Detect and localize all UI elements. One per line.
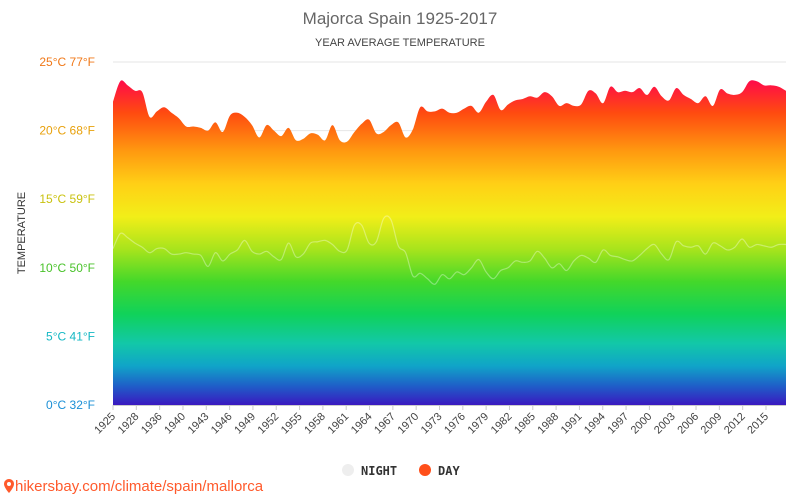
legend: NIGHT DAY [342, 464, 460, 478]
x-tick-label: 1976 [442, 411, 468, 437]
y-tick-label: 5°C 41°F [46, 329, 95, 343]
y-tick-label: 0°C 32°F [46, 398, 95, 412]
x-tick-label: 1970 [396, 411, 422, 437]
x-tick-label: 1958 [302, 411, 328, 437]
x-tick-labels: 1925192819361940194319461949195219551958… [92, 405, 771, 436]
y-tick-label: 25°C 77°F [39, 55, 95, 69]
y-axis-label: TEMPERATURE [16, 192, 28, 274]
x-tick-label: 2000 [629, 411, 655, 437]
map-pin-icon [4, 479, 14, 493]
x-tick-label: 1928 [116, 411, 142, 437]
x-tick-label: 1943 [186, 411, 212, 437]
x-tick-label: 2009 [699, 411, 725, 437]
legend-day-marker [419, 464, 431, 476]
y-tick-labels: 0°C 32°F 5°C 41°F 10°C 50°F 15°C 59°F 20°C 6… [39, 55, 95, 412]
x-tick-label: 2012 [722, 411, 748, 437]
footer-link[interactable]: hikersbay.com/climate/spain/mallorca [4, 478, 263, 495]
x-tick-label: 1946 [209, 411, 235, 437]
x-tick-label: 1940 [162, 411, 188, 437]
x-tick-label: 2015 [745, 411, 771, 437]
y-tick-label: 20°C 68°F [39, 124, 95, 138]
night-line [112, 215, 787, 285]
chart-subtitle: YEAR AVERAGE TEMPERATURE [315, 37, 485, 49]
x-tick-label: 1952 [256, 411, 282, 437]
x-tick-label: 1982 [489, 411, 515, 437]
x-tick-label: 1979 [465, 411, 491, 437]
day-area [113, 80, 786, 406]
y-tick-label: 10°C 50°F [39, 261, 95, 275]
x-tick-label: 2006 [675, 411, 701, 437]
x-tick-label: 1997 [605, 411, 631, 437]
x-tick-label: 1988 [535, 411, 561, 437]
x-tick-label: 1925 [92, 411, 118, 437]
legend-night-label: NIGHT [361, 464, 397, 478]
x-tick-label: 1955 [279, 411, 305, 437]
y-tick-label: 15°C 59°F [39, 192, 95, 206]
legend-item-night[interactable]: NIGHT [342, 464, 397, 478]
x-tick-label: 1985 [512, 411, 538, 437]
footer-text: hikersbay.com/climate/spain/mallorca [15, 478, 264, 495]
x-tick-label: 1994 [582, 411, 608, 437]
legend-day-label: DAY [438, 464, 460, 478]
legend-item-day[interactable]: DAY [419, 464, 460, 478]
x-tick-label: 1961 [326, 411, 352, 437]
plot-area [112, 80, 787, 406]
x-tick-label: 1949 [232, 411, 258, 437]
x-tick-label: 2003 [652, 411, 678, 437]
x-tick-label: 1967 [372, 411, 398, 437]
x-tick-label: 1973 [419, 411, 445, 437]
chart-title: Majorca Spain 1925-2017 [303, 9, 498, 28]
x-tick-label: 1936 [139, 411, 165, 437]
x-tick-label: 1991 [559, 411, 585, 437]
legend-night-marker [342, 464, 354, 476]
x-tick-label: 1964 [349, 411, 375, 437]
